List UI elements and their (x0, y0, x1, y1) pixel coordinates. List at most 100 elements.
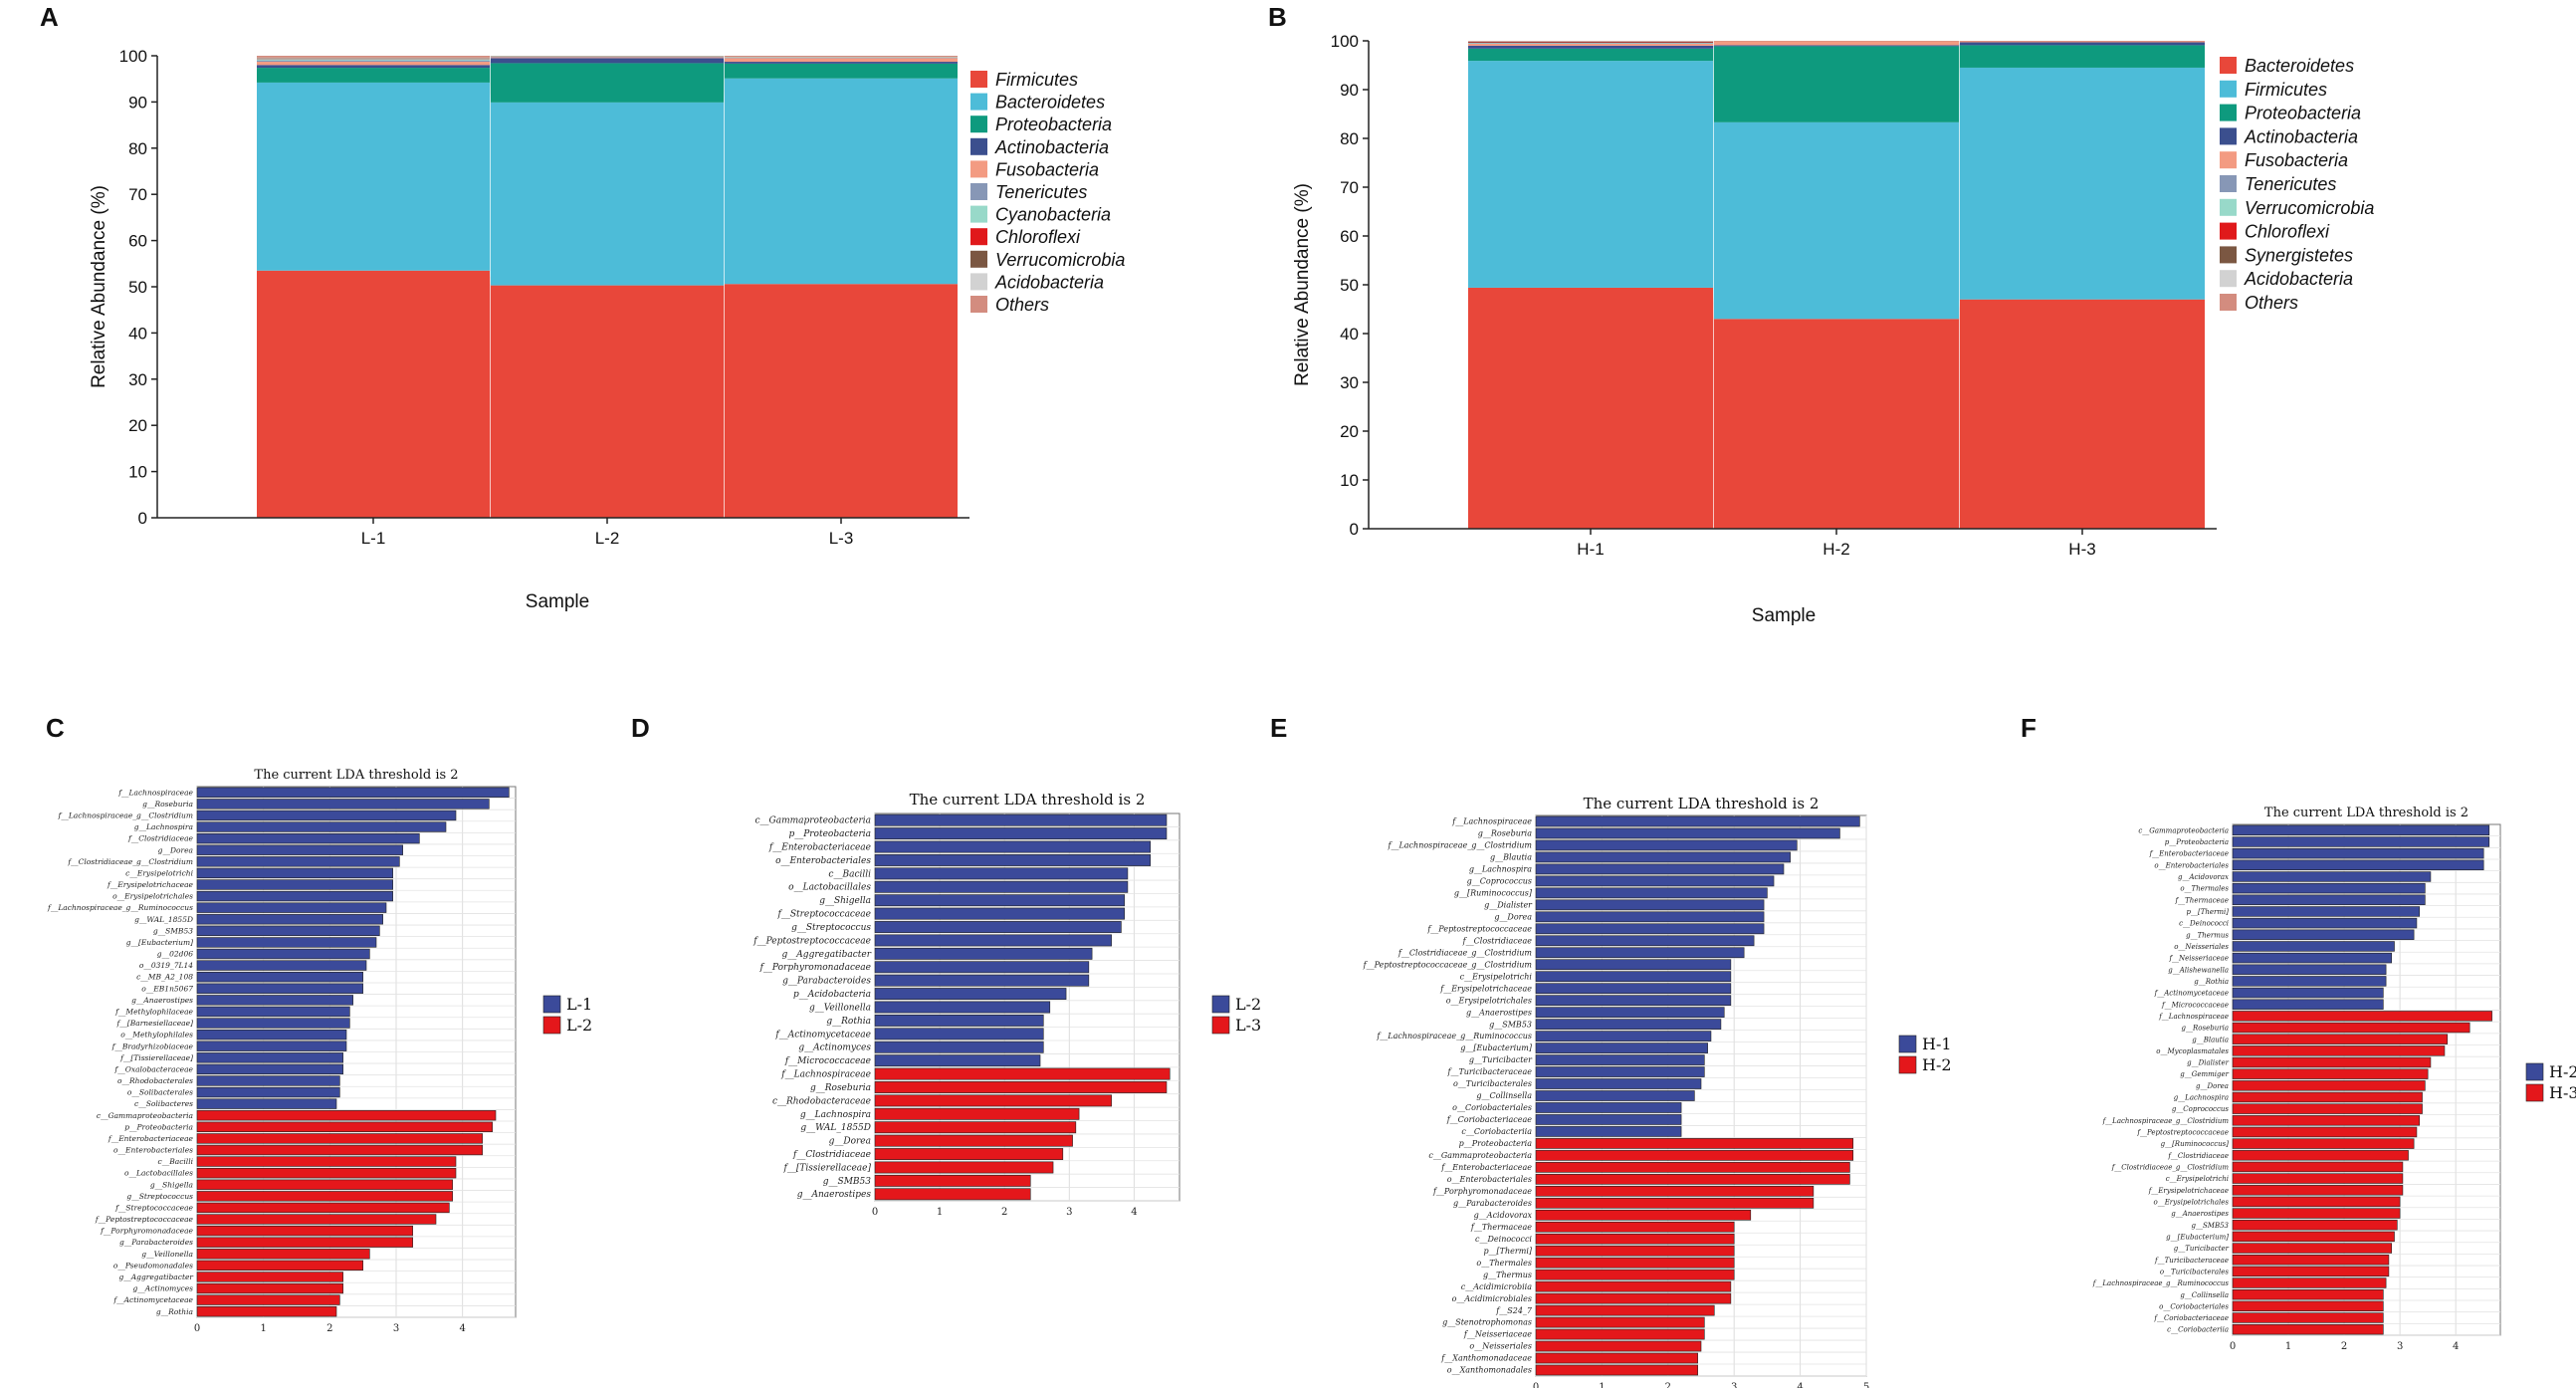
lda-bar (196, 1063, 343, 1075)
legend-label: Acidobacteria (994, 272, 1104, 292)
taxon-label: g__Thermus (2186, 931, 2229, 939)
lda-bar (196, 1249, 370, 1260)
x-tick-label: 0 (2230, 1341, 2236, 1352)
lda-bar (874, 1041, 1044, 1053)
taxon-label: g__Anaerostipes (131, 996, 193, 1005)
y-tick-label: 90 (1340, 81, 1359, 100)
y-tick-label: 100 (119, 47, 147, 66)
taxon-label: g__Roseburia (2182, 1025, 2229, 1033)
taxon-label: g__Collinsella (2180, 1291, 2229, 1299)
taxon-label: o__Coriobacteriales (2159, 1302, 2229, 1310)
lda-bar (874, 827, 1168, 840)
y-tick-label: 50 (1340, 276, 1359, 295)
lda-bar (196, 856, 400, 867)
taxon-label: g__Dorea (158, 845, 193, 854)
connector-band (724, 63, 725, 103)
lda-bar (1535, 1292, 1732, 1304)
lda-bar (1535, 959, 1732, 971)
connector-band (1959, 42, 1960, 47)
taxon-label: f__S24_7 (1495, 1306, 1533, 1315)
x-tick-label: 3 (2397, 1341, 2403, 1352)
taxon-label: g__Coprococcus (1467, 877, 1532, 886)
panel-label-b: B (1268, 2, 1287, 32)
taxon-label: g__Coprococcus (2172, 1105, 2230, 1113)
taxon-label: f__Erysipelotrichaceae (1439, 984, 1532, 993)
legend-label: L-3 (1235, 1016, 1261, 1035)
taxon-label: f__Micrococcaceae (784, 1056, 871, 1066)
taxon-label: g__Acidovorax (2178, 873, 2229, 881)
x-tick-label: 2 (2341, 1341, 2347, 1352)
bar-segment (257, 57, 490, 59)
taxon-label: g__Blautia (1490, 853, 1532, 862)
legend-swatch (970, 296, 987, 313)
lda-bar (2232, 1255, 2390, 1266)
legend-label: H-3 (2549, 1083, 2576, 1102)
legend-swatch (970, 205, 987, 223)
taxon-label: f__Bradyrhizobiaceae (111, 1041, 194, 1050)
taxon-label: f__Neisseriaceae (2168, 955, 2229, 963)
x-tick-label: 0 (194, 1323, 200, 1334)
lda-bar (1535, 911, 1765, 923)
taxon-label: f__Xanthomonadaceae (1440, 1354, 1532, 1363)
lda-bar (2232, 859, 2484, 871)
lda-bar (874, 867, 1129, 880)
taxon-label: f__Lachnospiraceae (117, 788, 193, 797)
taxon-label: o__Lactobacillales (124, 1169, 193, 1178)
taxon-label: g__Parabacteroides (782, 977, 871, 987)
lda-bar (2232, 1312, 2384, 1323)
legend-swatch (2220, 151, 2237, 169)
taxon-label: f__Clostridiaceae_g__Clostridium (67, 857, 193, 866)
bar-segment (1468, 42, 1713, 44)
lda-bar (196, 810, 457, 821)
panel-label-e: E (1270, 713, 1288, 743)
lda-bar (874, 934, 1112, 947)
bar-segment (725, 58, 958, 63)
lda-bar (874, 1054, 1041, 1067)
bar-segment (257, 65, 490, 69)
taxon-label: f__Actinomycetaceae (774, 1030, 871, 1040)
legend-swatch (970, 116, 987, 133)
y-axis-title: Relative Abundance (%) (89, 185, 109, 388)
taxon-label: f__Actinomycetaceae (112, 1295, 193, 1304)
taxon-label: g__Veillonella (809, 1003, 871, 1013)
lda-bar (874, 1121, 1077, 1134)
taxon-label: c__Coriobacteriia (1461, 1127, 1532, 1136)
connector-band (490, 63, 491, 103)
bar-segment (725, 78, 958, 285)
taxon-label: g__Dialister (2187, 1059, 2230, 1067)
bar-segment (1468, 43, 1713, 44)
connector-band (724, 284, 725, 518)
taxon-label: g__Thermus (1483, 1271, 1532, 1279)
lda-bar (1535, 1197, 1815, 1209)
taxon-label: f__Lachnospiraceae_g__Ruminococcus (2092, 1279, 2230, 1287)
bar-segment (725, 63, 958, 79)
bar-segment (1714, 121, 1959, 320)
taxon-label: g__Aggregatibacter (118, 1272, 193, 1281)
legend-label: Cyanobacteria (995, 205, 1111, 225)
lda-bar (1535, 1269, 1735, 1280)
legend-label: Acidobacteria (2244, 269, 2353, 289)
taxon-label: f__Porphyromonadaceae (100, 1227, 193, 1236)
taxon-label: f__[Tissierellaceae] (783, 1163, 872, 1173)
connector-band (724, 58, 725, 64)
lda-bar (196, 1052, 343, 1063)
lda-bar (2232, 894, 2426, 905)
x-tick-label: 4 (1131, 1207, 1137, 1218)
y-tick-label: 10 (128, 463, 147, 482)
taxon-label: g__WAL_1855D (134, 915, 193, 924)
connector-band (490, 56, 491, 59)
legend-label: Tenericutes (2245, 174, 2336, 194)
legend-label: Proteobacteria (995, 115, 1112, 134)
taxon-label: c__Gammaproteobacteria (2138, 826, 2229, 834)
x-tick-label: 0 (872, 1207, 878, 1218)
taxon-label: f__Oxalobacteraceae (113, 1064, 193, 1073)
bar-segment (1714, 41, 1959, 42)
legend-swatch (542, 995, 561, 1014)
lda-bar (1535, 875, 1775, 887)
taxon-label: g__Streptococcus (791, 923, 871, 933)
legend-swatch (2220, 294, 2237, 311)
lda-bar (1535, 815, 1860, 827)
taxon-label: g__02d06 (157, 950, 193, 959)
taxon-label: o__Neisseriales (1469, 1342, 1532, 1351)
taxon-label: f__Erysipelotrichaceae (107, 880, 194, 889)
